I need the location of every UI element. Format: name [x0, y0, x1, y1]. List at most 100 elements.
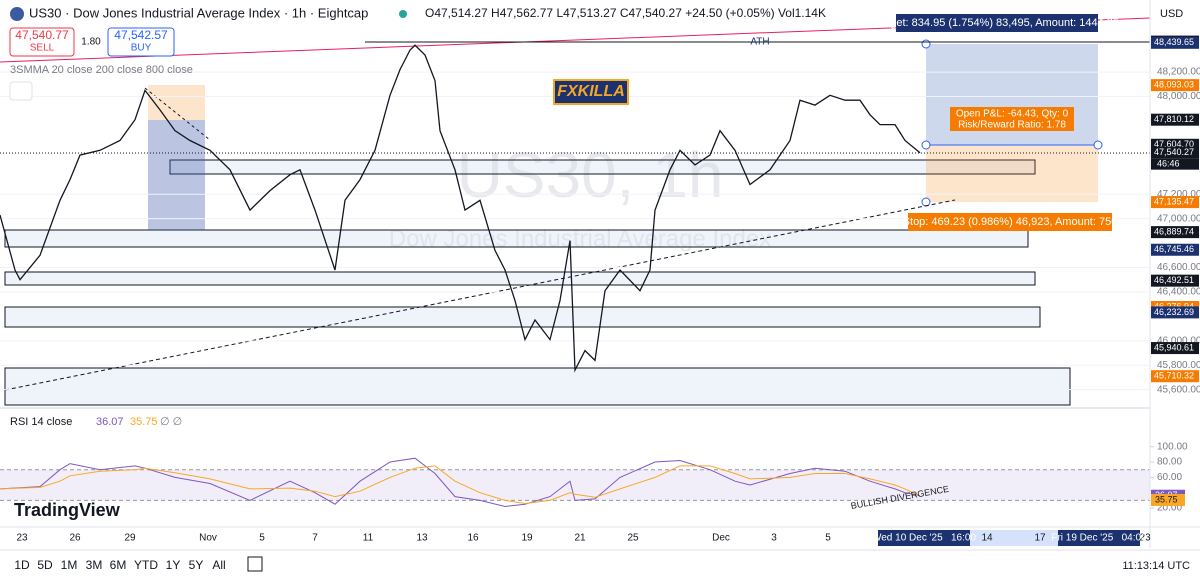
y-tick-label: 100.00 [1157, 441, 1188, 452]
indicator-label: 3SMMA 20 close 200 close 800 close [10, 64, 193, 76]
price-label-box [1151, 36, 1199, 49]
zones [4, 159, 1071, 406]
y-tick-label: 45,800.00 [1157, 360, 1200, 371]
range-button[interactable]: YTD [134, 558, 158, 572]
handle[interactable] [921, 197, 931, 207]
watermark: US30, 1h [457, 139, 724, 211]
y-tick-label: 47,000.00 [1157, 213, 1200, 224]
price-label: 46,745.46 [1154, 244, 1194, 254]
zone [4, 306, 1041, 328]
range-button[interactable]: 3M [86, 558, 103, 572]
sell-button[interactable] [9, 27, 75, 57]
x-tick-label: 3 [771, 533, 777, 544]
handle[interactable] [921, 39, 931, 49]
price-label-box [1151, 243, 1199, 256]
price-label: 48,439.65 [1154, 37, 1194, 47]
x-tick-label: 11 [363, 533, 374, 544]
x-tick-label: 26 [69, 533, 81, 544]
price-label: 45,710.32 [1154, 371, 1194, 381]
price-label: 47,540.27 [1154, 147, 1194, 157]
logo: TradingView [14, 500, 121, 520]
series-line [0, 465, 921, 505]
pnl-label: Open P&L: -64.43, Qty: 0 [956, 109, 1069, 120]
time-axis: 23 26 29 Nov 5 7 11 13 16 19 21 25 Dec 3 5 14 17 23 Wed 10… [16, 530, 1151, 546]
y-tick-label: 20.00 [1157, 503, 1182, 514]
range-button[interactable]: 6M [110, 558, 127, 572]
rsi-band [0, 469, 1150, 501]
target-box [896, 14, 1098, 32]
y-tick-label: 47,200.00 [1157, 189, 1200, 200]
clock: 11:13:14 UTC [1122, 560, 1190, 572]
y-tick-label: 46,400.00 [1157, 287, 1200, 298]
x-tick-label: 14 [981, 533, 993, 544]
zone [4, 229, 1029, 248]
price-label-box [1151, 370, 1199, 383]
price-label: 47,810.12 [1154, 114, 1194, 124]
rsi-title: RSI 14 close [10, 416, 72, 428]
stop-box [908, 213, 1112, 231]
rsi-ma-value: 35.75 [130, 416, 158, 428]
price-label-box [1151, 79, 1199, 92]
price-label: 48,093.03 [1154, 80, 1194, 90]
status-icon [399, 10, 407, 18]
x-tick-label: 5 [259, 533, 265, 544]
price-label-box [1151, 146, 1199, 159]
sell-price: 47,540.77 [15, 28, 69, 42]
range-button[interactable]: 1Y [166, 558, 181, 572]
symbol: US30 · Dow Jones Industrial Average Inde… [29, 5, 368, 20]
spread: 1.80 [81, 37, 101, 48]
price-label-box [1151, 274, 1199, 287]
countdown-box [1151, 158, 1199, 170]
range-button[interactable]: All [212, 558, 225, 572]
buy-price: 47,542.57 [114, 28, 168, 42]
currency: USD [1160, 8, 1183, 20]
stop-zone [926, 145, 1098, 202]
cursor-time: Fri 19 Dec '25 04:00 [1051, 533, 1147, 544]
price-label: 46,889.74 [1154, 227, 1194, 237]
brand-box [553, 79, 629, 105]
calendar-icon[interactable] [247, 556, 263, 572]
price-label: 46,232.69 [1154, 307, 1194, 317]
rr-label: Risk/Reward Ratio: 1.78 [958, 120, 1066, 131]
x-tick-label: 25 [627, 533, 639, 544]
y-tick-label: 46,000.00 [1157, 335, 1200, 346]
zone [4, 271, 1036, 286]
reward-box [148, 120, 205, 230]
y-tick-label: 48,000.00 [1157, 91, 1200, 102]
series-line [0, 457, 921, 508]
price-label: 46,492.51 [1154, 275, 1194, 285]
zone [169, 159, 1036, 175]
y-tick-label: 45,600.00 [1157, 384, 1200, 395]
cursor-time: Wed 10 Dec '25 16:00 [872, 533, 976, 544]
y-tick-label: 60.00 [1157, 472, 1182, 483]
x-tick-label: 21 [574, 533, 586, 544]
x-tick-label: 23 [1139, 533, 1151, 544]
sell-text: SELL [30, 43, 55, 54]
buy-button[interactable] [107, 27, 175, 57]
range-button[interactable]: 5D [37, 558, 53, 572]
flag-icon [10, 7, 24, 21]
brand: FXKILLA [557, 83, 625, 100]
range-button[interactable]: 1D [14, 558, 30, 572]
range-button[interactable]: 1M [61, 558, 78, 572]
x-tick-label: 17 [1034, 533, 1046, 544]
price-label: 47,604.70 [1154, 139, 1194, 149]
cursor-time-box [878, 530, 970, 546]
countdown: 46:46 [1157, 159, 1180, 169]
cursor-time-box [1058, 530, 1140, 546]
range-button[interactable]: 5Y [189, 558, 204, 572]
toolbar: 1D 5D 1M 3M 6M YTD 1Y 5Y All [14, 558, 225, 572]
rsi-plot [0, 446, 1154, 509]
price-label-box [1151, 226, 1199, 239]
stop-label: Stop: 469.23 (0.986%) 46,923, Amount: 75… [903, 216, 1118, 228]
collapse-button[interactable] [9, 81, 33, 101]
handle[interactable] [921, 140, 931, 150]
price-label-box [1151, 306, 1199, 319]
price-label-box [1151, 113, 1199, 126]
price-label: 45,940.61 [1154, 342, 1194, 352]
handle[interactable] [1093, 140, 1103, 150]
series-line [0, 44, 921, 373]
y-tick-label: 48,200.00 [1157, 67, 1200, 78]
rsi-value: 36.07 [96, 416, 124, 428]
